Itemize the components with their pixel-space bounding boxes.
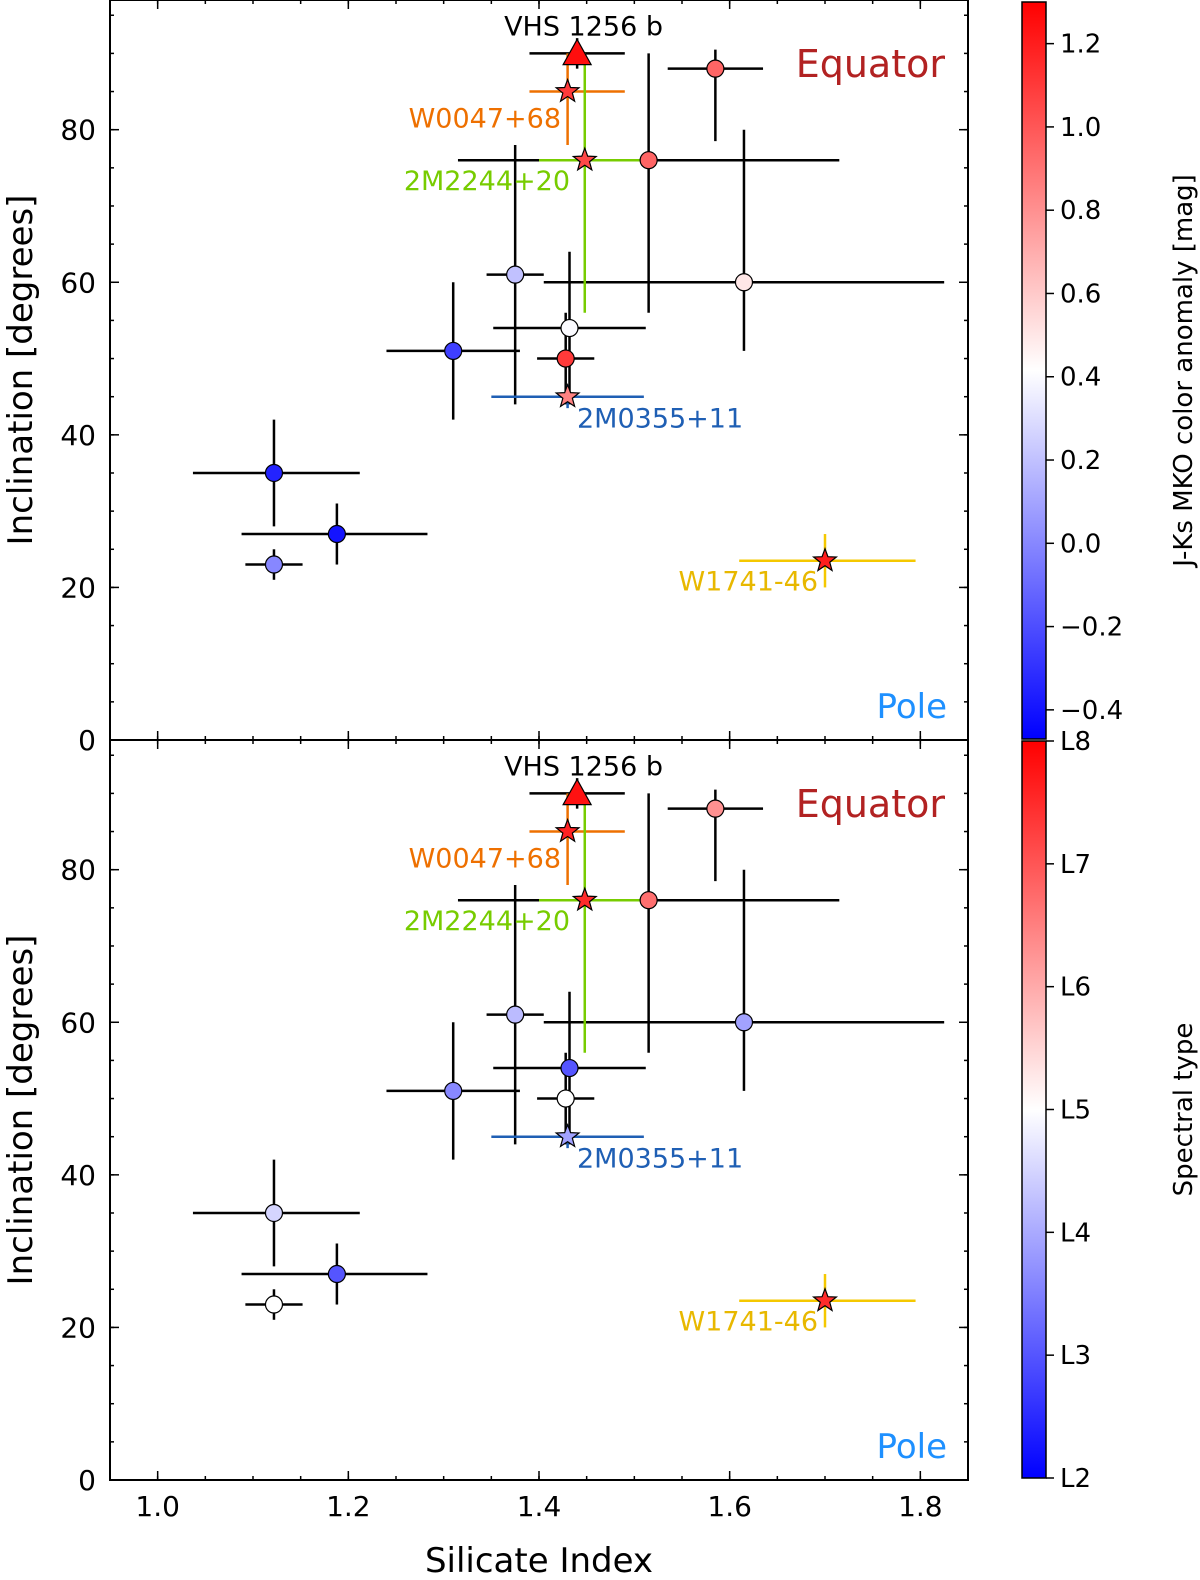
x-tick-label: 1.2: [326, 1490, 371, 1523]
data-point: [639, 151, 658, 170]
colorbar-tick-label: −0.4: [1060, 696, 1123, 726]
pole-label: Pole: [877, 687, 947, 727]
data-point: [264, 1295, 284, 1314]
colorbar-tick-label: 0.4: [1060, 363, 1101, 393]
triangle-marker: [562, 778, 593, 806]
x-tick-label: 1.6: [707, 1490, 752, 1523]
colorbar-label: J-Ks MKO color anomaly [mag]: [1169, 174, 1199, 569]
colorbar-tick-label: 0.6: [1060, 279, 1101, 309]
colorbar-tick-label: L8: [1060, 727, 1091, 757]
colorbar-tick-label: L4: [1060, 1218, 1091, 1248]
panel-top: 0 20 40 60 80 Inclination [degrees] Equator Pol…: [1, 0, 1199, 757]
colorbar-tick-label: 0.2: [1060, 446, 1101, 476]
star-marker: [811, 546, 839, 572]
data-point: [264, 555, 284, 574]
y-tick-label: 20: [60, 1311, 96, 1344]
colorbar-frame: [1021, 1, 1047, 740]
colorbar-gradient: [1022, 741, 1046, 1478]
object-label: W0047+68: [409, 844, 561, 875]
errorbar-w0047+68: [529, 793, 625, 885]
colorbar-gradient: [1022, 2, 1046, 739]
star-marker: [571, 886, 598, 912]
y-tick-label: 40: [60, 419, 96, 452]
data-point: [327, 524, 346, 544]
colorbar: −0.4 −0.2 0.0 0.2 0.4 0.6 0.8 1.0 1.2 J-Ks MKO co…: [1021, 1, 1199, 740]
object-label: W1741-46: [678, 567, 818, 598]
colorbar-tick-label: L5: [1060, 1096, 1091, 1126]
data-point: [506, 265, 525, 284]
y-tick-label: 60: [60, 1006, 96, 1039]
data-point: [444, 341, 463, 361]
data-point: [264, 1203, 284, 1223]
y-axis-label: Inclination [degrees]: [1, 935, 41, 1286]
data-point: [327, 1264, 346, 1284]
y-tick-label: 20: [60, 571, 96, 604]
y-tick-label: 40: [60, 1159, 96, 1192]
star-marker: [554, 77, 581, 103]
x-tick-label: 1.0: [135, 1490, 180, 1523]
colorbar: L2 L3 L4 L5 L6 L7 L8 Spectral type: [1021, 727, 1199, 1494]
plot-frame: [109, 739, 969, 1481]
object-label: 2M0355+11: [577, 404, 743, 435]
y-tick-label: 80: [60, 114, 96, 147]
data-point: [444, 1081, 463, 1101]
errorbar: [543, 869, 945, 1091]
x-axis-label: Silicate Index: [425, 1541, 653, 1576]
data-point: [706, 59, 725, 78]
star-marker: [554, 817, 581, 843]
colorbar-tick-label: L6: [1060, 973, 1091, 1003]
data-point: [506, 1005, 525, 1024]
colorbar-tick-label: 1.2: [1060, 30, 1101, 60]
y-tick-label: 0: [78, 724, 96, 757]
y-tick-label: 0: [78, 1464, 96, 1497]
y-tick-label: 60: [60, 266, 96, 299]
colorbar-tick-label: L7: [1060, 850, 1091, 880]
star-marker: [811, 1286, 839, 1312]
data-point: [560, 318, 579, 338]
star-marker: [571, 146, 598, 172]
data-point: [556, 349, 575, 368]
x-tick-label: 1.8: [898, 1490, 943, 1523]
errorbar: [543, 129, 945, 351]
pole-label: Pole: [877, 1427, 947, 1467]
colorbar-tick-label: 0.8: [1060, 196, 1101, 226]
data-point: [734, 1013, 754, 1032]
colorbar-tick-label: 0.0: [1060, 529, 1101, 559]
object-label: VHS 1256 b: [504, 11, 663, 42]
colorbar-tick-label: L2: [1060, 1464, 1091, 1494]
data-point: [706, 799, 725, 818]
colorbar-label: Spectral type: [1169, 1023, 1199, 1197]
object-label: 2M2244+20: [404, 906, 570, 937]
errorbar-w0047+68: [529, 53, 625, 145]
object-label: 2M0355+11: [577, 1144, 743, 1175]
data-point: [264, 463, 284, 483]
data-point: [734, 273, 754, 292]
colorbar-tick-label: 1.0: [1060, 113, 1101, 143]
data-point: [556, 1089, 575, 1108]
data-point: [639, 891, 658, 910]
colorbar-tick-label: L3: [1060, 1341, 1091, 1371]
y-axis-label: Inclination [degrees]: [1, 195, 41, 546]
star-marker: [554, 382, 581, 408]
panel-bottom: 0 20 40 60 80 1.0 1.2 1.4 1.6 1.8 Inclination [deg…: [1, 727, 1199, 1580]
x-tick-label: 1.4: [517, 1490, 562, 1523]
data-point: [560, 1058, 579, 1078]
object-label: VHS 1256 b: [504, 751, 663, 782]
equator-label: Equator: [796, 42, 946, 86]
object-label: W0047+68: [409, 104, 561, 135]
equator-label: Equator: [796, 782, 946, 826]
colorbar-tick-label: −0.2: [1060, 613, 1123, 643]
y-tick-label: 80: [60, 854, 96, 887]
object-label: W1741-46: [678, 1307, 818, 1338]
star-marker: [554, 1122, 581, 1148]
object-label: 2M2244+20: [404, 166, 570, 197]
triangle-marker: [562, 38, 593, 66]
